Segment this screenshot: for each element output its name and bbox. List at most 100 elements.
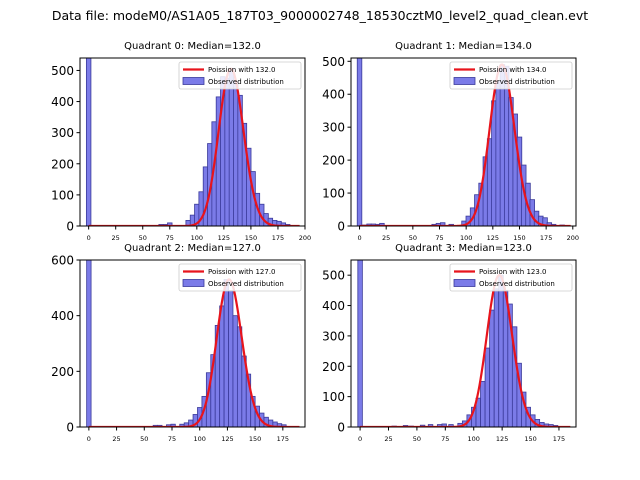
histogram-spike-bar <box>85 58 92 226</box>
histogram-bar <box>440 222 446 226</box>
histogram-bar <box>219 305 225 427</box>
y-tick-label: 300 <box>322 329 345 343</box>
y-tick-label: 400 <box>322 299 345 313</box>
x-tick-label: 175 <box>553 435 565 443</box>
legend-curve-label: Poission with 132.0 <box>208 66 276 74</box>
histogram-spike-bar <box>356 58 363 226</box>
histogram-bar <box>502 289 509 427</box>
histogram-bar <box>448 424 454 427</box>
histogram-spike-bar <box>357 260 363 427</box>
x-tick-label: 150 <box>245 234 257 242</box>
x-tick-label: 125 <box>221 435 233 443</box>
histogram-bar <box>236 326 243 427</box>
x-tick-label: 25 <box>112 435 120 443</box>
y-tick-label: 100 <box>322 187 345 201</box>
y-tick-label: 300 <box>51 126 74 140</box>
legend: Poission with 132.0 Observed distribution <box>178 61 302 90</box>
histogram-bar <box>224 77 230 226</box>
y-tick-label: 0 <box>337 220 345 234</box>
y-tick-label: 200 <box>322 154 345 168</box>
y-tick-label: 200 <box>51 157 74 171</box>
histogram-bar <box>232 315 238 427</box>
legend-curve-label: Poission with 123.0 <box>479 268 547 276</box>
x-tick-label: 100 <box>191 234 203 242</box>
poisson-curve <box>360 274 571 427</box>
subplot-title: Quadrant 1: Median=134.0 <box>395 41 532 52</box>
histogram-spike-bar <box>86 260 92 427</box>
legend-bars-label: Observed distribution <box>479 280 555 288</box>
x-tick-label: 175 <box>272 234 284 242</box>
x-tick-label: 0 <box>357 234 361 242</box>
axes-frame <box>79 259 306 428</box>
x-tick-label: 25 <box>384 435 392 443</box>
histogram-bar <box>228 68 235 226</box>
legend: Poission with 123.0 Observed distribution <box>449 263 573 292</box>
x-tick-label: 50 <box>409 234 417 242</box>
histogram-bar <box>498 274 504 427</box>
y-tick-label: 400 <box>51 309 74 323</box>
legend-bars-swatch <box>182 279 205 287</box>
y-tick-label: 200 <box>322 360 345 374</box>
x-tick-label: 0 <box>87 234 91 242</box>
histogram-bar <box>223 279 229 427</box>
subplot-panel: Quadrant 3: Median=123.0 0 25 50 75 100 125 150… <box>322 243 577 443</box>
x-tick-label: 200 <box>299 234 311 242</box>
x-tick-label: 150 <box>249 435 261 443</box>
legend-bars-swatch <box>182 77 205 85</box>
poisson-curve <box>359 63 571 226</box>
histogram-bar <box>489 309 495 427</box>
x-tick-label: 200 <box>567 234 579 242</box>
y-tick-label: 0 <box>337 421 345 435</box>
y-tick-label: 100 <box>322 390 345 404</box>
axes-frame <box>350 57 577 227</box>
x-tick-label: 75 <box>168 435 176 443</box>
y-tick-label: 600 <box>51 254 74 268</box>
x-tick-label: 175 <box>277 435 289 443</box>
y-tick-label: 300 <box>322 121 345 135</box>
subplot-panel: Quadrant 2: Median=127.0 0 25 50 75 100 125 150… <box>51 243 306 443</box>
legend-box <box>449 263 573 292</box>
x-tick-label: 100 <box>460 234 472 242</box>
subplot-title: Quadrant 2: Median=127.0 <box>124 243 261 254</box>
legend: Poission with 134.0 Observed distribution <box>449 61 573 90</box>
subplot-panel: Quadrant 1: Median=134.0 0 25 50 75 100 125 150… <box>322 41 579 242</box>
subplot-title: Quadrant 0: Median=132.0 <box>124 41 261 52</box>
x-tick-label: 0 <box>87 435 91 443</box>
plot-area <box>86 260 300 427</box>
plot-area <box>356 58 571 226</box>
y-tick-label: 400 <box>51 95 74 109</box>
y-tick-label: 0 <box>66 220 74 234</box>
histogram-bar <box>427 424 434 427</box>
x-tick-label: 25 <box>112 234 120 242</box>
x-tick-label: 50 <box>139 234 147 242</box>
histogram-bar <box>480 381 486 427</box>
x-tick-label: 125 <box>218 234 230 242</box>
legend-bars-label: Observed distribution <box>208 78 284 86</box>
x-tick-label: 50 <box>140 435 148 443</box>
y-tick-label: 500 <box>322 55 345 69</box>
y-tick-label: 500 <box>51 64 74 78</box>
axes-frame <box>350 259 577 428</box>
subplot-title: Quadrant 3: Median=123.0 <box>395 243 532 254</box>
x-tick-label: 50 <box>413 435 421 443</box>
y-tick-label: 0 <box>66 421 74 435</box>
legend-bars-swatch <box>453 279 476 287</box>
histogram-bar <box>233 80 239 226</box>
x-tick-label: 150 <box>513 234 525 242</box>
x-tick-label: 175 <box>540 234 552 242</box>
x-tick-label: 100 <box>193 435 205 443</box>
y-tick-label: 400 <box>322 88 345 102</box>
figure-suptitle: Data file: modeM0/AS1A05_187T03_90000027… <box>52 8 588 23</box>
histogram-bar <box>493 288 500 427</box>
legend-box <box>178 263 302 292</box>
histogram-bar <box>484 347 491 427</box>
x-tick-label: 75 <box>441 435 449 443</box>
x-tick-label: 25 <box>382 234 390 242</box>
legend-bars-label: Observed distribution <box>208 280 284 288</box>
histogram-bar <box>228 290 234 427</box>
x-tick-label: 75 <box>435 234 443 242</box>
x-tick-label: 125 <box>487 234 499 242</box>
x-tick-label: 75 <box>166 234 174 242</box>
x-tick-label: 100 <box>468 435 480 443</box>
legend: Poission with 127.0 Observed distribution <box>178 263 302 292</box>
